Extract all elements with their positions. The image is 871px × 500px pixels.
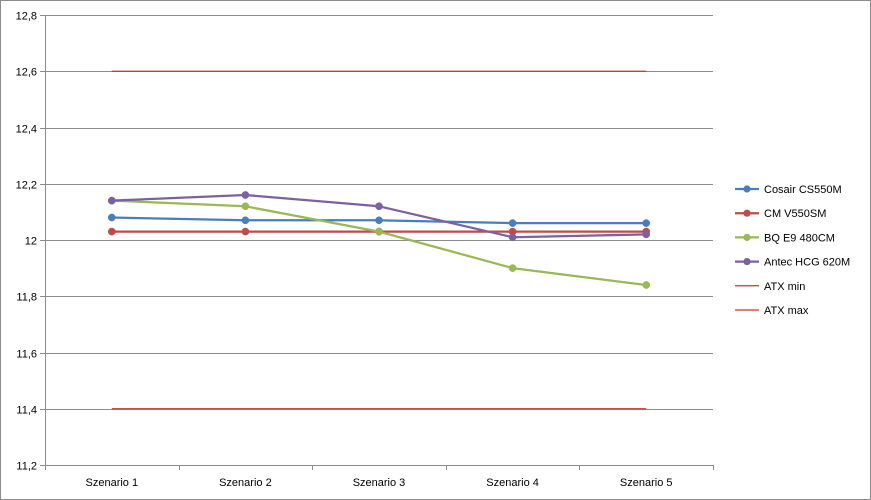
legend-entry: BQ E9 480CM bbox=[764, 232, 835, 244]
y-tick-label: 11,2 bbox=[16, 461, 37, 473]
data-point bbox=[375, 227, 383, 236]
data-point bbox=[508, 233, 517, 242]
legend-entry: ATX max bbox=[764, 305, 809, 317]
data-point bbox=[107, 213, 116, 222]
data-point bbox=[241, 191, 250, 199]
data-point bbox=[642, 219, 651, 227]
y-tick-label: 12,4 bbox=[16, 124, 37, 136]
series-line bbox=[111, 199, 647, 287]
data-point bbox=[375, 202, 383, 211]
y-tick-label: 12,8 bbox=[16, 11, 37, 23]
legend: Cosair CS550M CM V550SM BQ E9 480CM Antec H… bbox=[735, 184, 850, 317]
x-tick-label: Szenario 3 bbox=[353, 477, 406, 489]
grid-layer bbox=[45, 15, 713, 410]
data-point bbox=[241, 202, 250, 211]
y-tick-label: 12,6 bbox=[16, 67, 37, 79]
x-tick-label: Szenario 1 bbox=[86, 477, 139, 489]
y-tick-label: 11,4 bbox=[16, 405, 37, 417]
data-point bbox=[642, 281, 651, 289]
data-point bbox=[241, 216, 250, 225]
legend-entry: Antec HCG 620M bbox=[764, 257, 850, 269]
y-tick-label: 12,2 bbox=[16, 180, 37, 192]
x-tick-label: Szenario 5 bbox=[620, 477, 673, 489]
data-point bbox=[107, 196, 116, 205]
legend-marker bbox=[743, 233, 751, 241]
axis-layer: 11,2 11,4 11,6 11,8 12 12,2 12,4 12,6 12,8 Szenar… bbox=[16, 11, 714, 489]
y-tick-label: 11,8 bbox=[16, 292, 37, 304]
legend-entry: CM V550SM bbox=[764, 208, 826, 220]
data-point bbox=[375, 216, 383, 225]
data-point bbox=[642, 230, 651, 239]
series-layer bbox=[107, 70, 651, 410]
x-tick-label: Szenario 4 bbox=[486, 477, 539, 489]
y-tick-label: 12 bbox=[25, 236, 37, 248]
data-point bbox=[241, 227, 250, 236]
data-point bbox=[508, 219, 517, 227]
legend-marker bbox=[743, 185, 751, 193]
data-point bbox=[508, 264, 517, 272]
legend-marker bbox=[743, 258, 751, 266]
x-tick-label: Szenario 2 bbox=[219, 477, 272, 489]
legend-entry: ATX min bbox=[764, 281, 805, 293]
data-point bbox=[107, 227, 116, 236]
legend-marker bbox=[743, 209, 751, 217]
y-tick-label: 11,6 bbox=[16, 349, 37, 361]
legend-entry: Cosair CS550M bbox=[764, 184, 842, 196]
